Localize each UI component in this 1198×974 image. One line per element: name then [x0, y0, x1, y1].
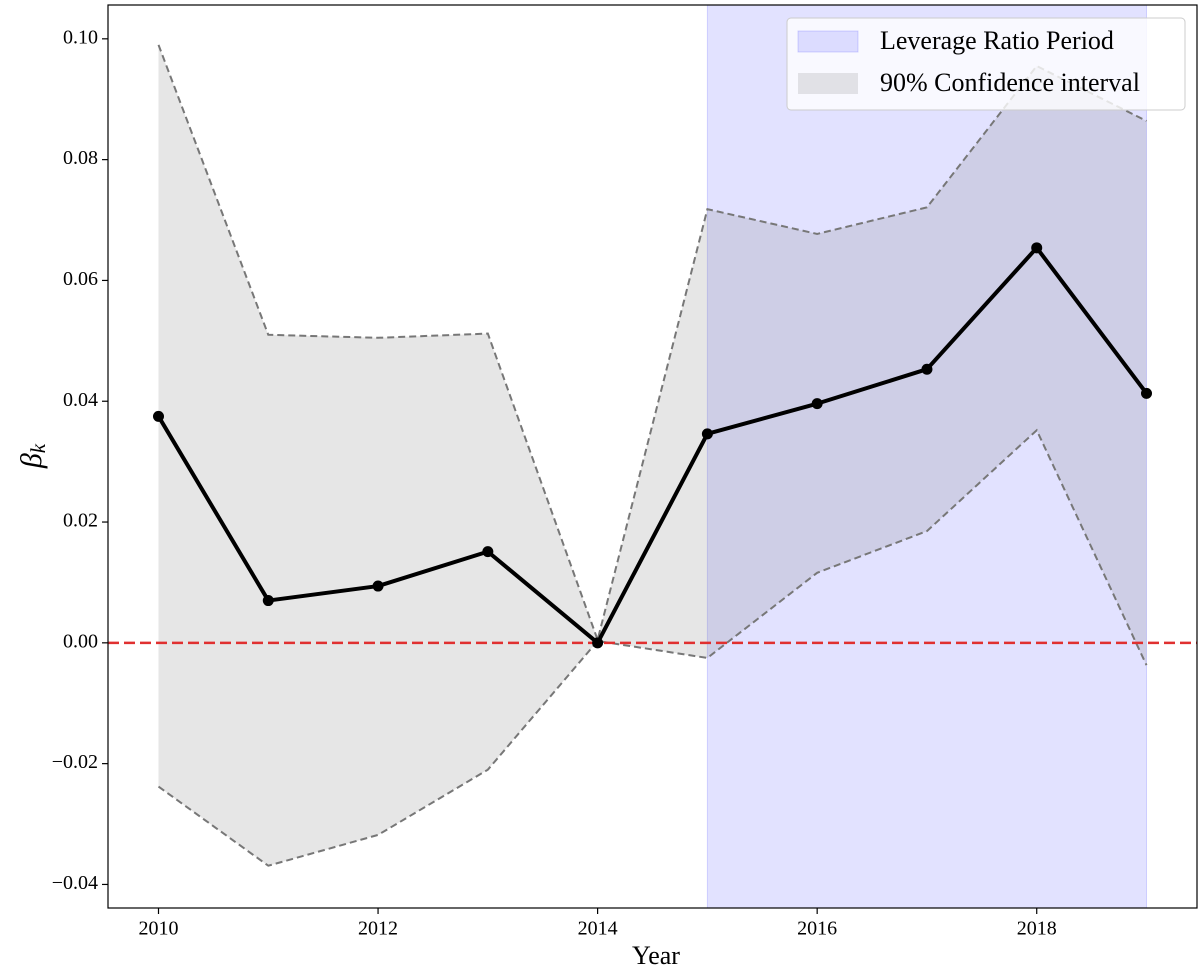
data-point: [1141, 387, 1153, 399]
axes-frame: [107, 4, 1198, 909]
data-point: [592, 637, 604, 649]
x-tick-label: 2014: [578, 918, 618, 940]
legend-label: 90% Confidence interval: [880, 68, 1140, 97]
x-axis-label: Year: [632, 941, 680, 970]
y-tick-label: −0.04: [52, 872, 98, 894]
legend: Leverage Ratio Period 90% Confidence inte…: [786, 17, 1186, 111]
y-tick-label: 0.00: [63, 630, 98, 652]
y-tick-label: 0.10: [63, 26, 98, 48]
x-tick-label: 2018: [1017, 918, 1057, 940]
data-point: [262, 595, 274, 607]
y-label-symbol: β: [15, 453, 48, 469]
y-tick-label: 0.06: [63, 268, 98, 290]
y-tick-label: 0.02: [63, 510, 98, 532]
y-axis-label: βk: [15, 443, 50, 469]
y-tick-label: 0.04: [63, 389, 98, 411]
coefficient-line: [156, 245, 1149, 645]
confidence-bound-upper: [157, 44, 1147, 644]
y-tick-label: 0.08: [63, 147, 98, 169]
legend-label: Leverage Ratio Period: [880, 26, 1114, 55]
data-point: [152, 410, 164, 422]
legend-swatch: [798, 73, 858, 94]
legend-swatch: [797, 30, 859, 53]
x-tick-label: 2010: [138, 918, 178, 940]
legend-box: [786, 17, 1186, 111]
y-label-subscript: k: [26, 443, 50, 453]
data-point: [811, 398, 823, 410]
x-tick-label: 2012: [358, 918, 398, 940]
data-point: [701, 428, 713, 440]
data-point: [372, 580, 384, 592]
data-point: [921, 363, 933, 375]
y-tick-label: −0.02: [52, 751, 98, 773]
x-tick-label: 2016: [797, 918, 837, 940]
data-point: [1031, 242, 1043, 254]
confidence-band: [158, 44, 1147, 866]
period-shade: [706, 4, 1148, 909]
data-point: [482, 546, 494, 558]
confidence-bound-lower: [157, 428, 1148, 867]
